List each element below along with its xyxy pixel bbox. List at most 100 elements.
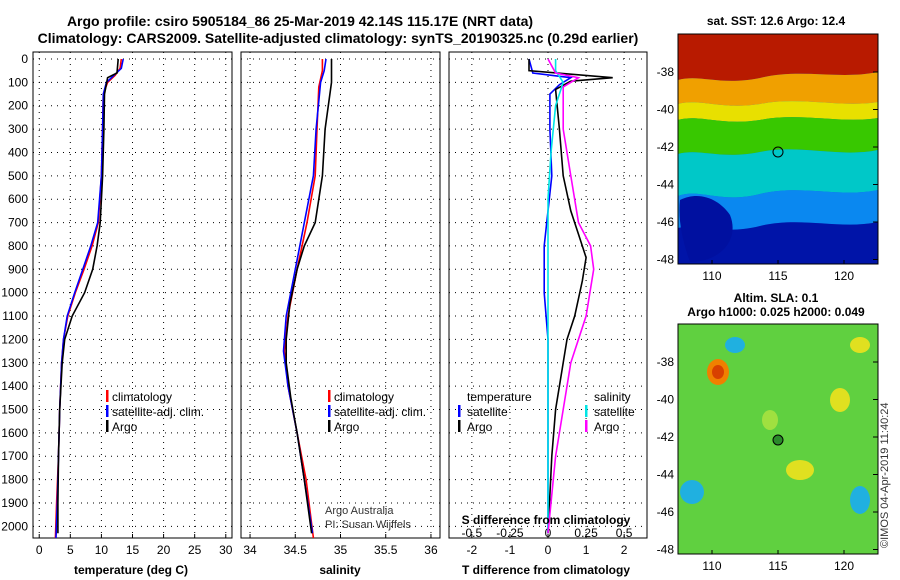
depth-tick-label: 1700: [1, 449, 28, 463]
figure-subtitle: Climatology: CARS2009. Satellite-adjuste…: [38, 30, 639, 46]
map-sst-float-marker: [772, 146, 784, 158]
x-tick-label: 34: [243, 543, 257, 557]
legend-temperature: climatology satellite-adj. clim. Argo: [106, 390, 204, 434]
depth-tick-label: 1900: [1, 496, 28, 510]
xlabel-t-difference: T difference from climatology: [462, 563, 630, 577]
figure-title: Argo profile: csiro 5905184_86 25-Mar-20…: [67, 13, 533, 29]
legend-label-satellite: satellite-adj. clim.: [112, 405, 204, 419]
depth-tick-label: 600: [8, 192, 28, 206]
legend-title-salinity: salinity: [594, 390, 631, 404]
map-sla-anomaly: [762, 410, 778, 430]
x-tick-label: 35.5: [374, 543, 398, 557]
series-line-temperature-argo: [528, 59, 613, 534]
x-axes: 0 5 10 15 20 25 30 34 34.5 35 35.5 36 -2 -1 0 1 2 -0.5 -0.…: [36, 526, 633, 557]
legend-swatch-s-satellite: [585, 405, 588, 417]
s-tick-label: 0.25: [574, 526, 598, 540]
map-sla-ytick-label: -46: [657, 505, 675, 519]
series-line-climatology: [54, 58, 123, 538]
s-tick-label: 0.5: [616, 526, 633, 540]
legend-label-satellite: satellite-adj. clim.: [334, 405, 426, 419]
x-tick-label: 15: [126, 543, 140, 557]
copyright-stamp: ©IMOS 04-Apr-2019 11:40:24: [879, 403, 891, 548]
x-tick-label: 0: [545, 543, 552, 557]
x-tick-label: 36: [424, 543, 438, 557]
credit-line-2: PI: Susan Wijffels: [325, 519, 411, 531]
map-sst-ytick-label: -44: [657, 178, 675, 192]
map-sst-xtick-label: 115: [768, 269, 787, 283]
map-sla: [677, 323, 879, 555]
legend-swatch-climatology: [106, 390, 109, 402]
depth-tick-label: 400: [8, 145, 28, 159]
series-line-salinity-argo: [547, 58, 595, 534]
legend-swatch-climatology: [328, 390, 331, 402]
map-sst-orange-band: [678, 72, 878, 106]
map-sla-ytick-label: -40: [657, 393, 675, 407]
map-sst-ytick-label: -46: [657, 215, 675, 229]
map-sla-title: Altim. SLA: 0.1: [734, 291, 819, 305]
map-sla-xtick-label: 115: [768, 559, 787, 573]
series-line-temperature-satellite: [528, 58, 574, 534]
legend-differences: temperature satellite Argo salinity sate…: [458, 390, 635, 434]
legend-swatch-s-argo: [585, 420, 588, 432]
x-tick-label: 5: [67, 543, 74, 557]
series-line-salinity-satellite: [547, 59, 565, 534]
xlabel-temperature: temperature (deg C): [74, 563, 188, 577]
series-line-satellite-adj-clim-: [282, 58, 327, 534]
xlabel-s-difference: S difference from climatology: [462, 513, 631, 527]
x-tick-label: 34.5: [284, 543, 308, 557]
x-tick-label: -2: [467, 543, 478, 557]
legend-title-temperature: temperature: [467, 390, 532, 404]
depth-tick-label: 300: [8, 122, 28, 136]
map-sst-ytick-label: -48: [657, 253, 675, 267]
map-sla-low-anomaly: [725, 337, 745, 353]
depth-tick-label: 1300: [1, 356, 28, 370]
s-tick-label: -0.5: [462, 526, 483, 540]
legend-swatch-t-argo: [458, 420, 461, 432]
map-sla-low-anomaly: [680, 480, 704, 504]
depth-tick-label: 0: [21, 52, 28, 66]
map-sst-title: sat. SST: 12.6 Argo: 12.4: [707, 14, 846, 28]
map-sst-cold-eddy: [679, 195, 733, 262]
depth-axis: 0 100 200 300 400 500 600 700 800 900 1000 1100 1200…: [1, 52, 28, 533]
x-tick-label: 30: [219, 543, 233, 557]
legend-swatch-t-satellite: [458, 405, 461, 417]
map-sla-float-marker: [772, 434, 784, 446]
x-tick-label: 1: [583, 543, 590, 557]
x-tick-label: 35: [334, 543, 348, 557]
legend-label-t-argo: Argo: [467, 420, 493, 434]
map-sla-xtick-label: 120: [834, 559, 854, 573]
map-sst-xtick-label: 120: [834, 269, 854, 283]
xlabel-salinity: salinity: [319, 563, 361, 577]
map-sla-xtick-label: 110: [702, 559, 721, 573]
x-tick-label: 10: [95, 543, 109, 557]
map-sla-low-anomaly: [850, 486, 870, 514]
map-sla-high-anomaly: [830, 388, 850, 412]
map-sst-cyan-band: [678, 149, 878, 198]
depth-tick-label: 1600: [1, 426, 28, 440]
depth-tick-label: 2000: [1, 519, 28, 533]
series-line-satellite-adj-clim-: [55, 58, 124, 538]
map-sla-ytick-label: -42: [657, 430, 675, 444]
map-sla-high-anomaly: [786, 460, 814, 480]
depth-tick-label: 1800: [1, 473, 28, 487]
depth-tick-label: 1000: [1, 286, 28, 300]
legend-label-s-argo: Argo: [594, 420, 620, 434]
map-axes: -38 -40 -42 -44 -46 -48 110 115 120 -38 -40 -42 -44 -…: [657, 65, 878, 573]
depth-tick-label: 800: [8, 239, 28, 253]
legend-label-climatology: climatology: [334, 390, 394, 404]
x-tick-label: 20: [157, 543, 171, 557]
legend-swatch-argo: [106, 420, 109, 432]
map-sst-yellow-band: [678, 101, 878, 122]
legend-label-t-satellite: satellite: [467, 405, 508, 419]
map-sst: [677, 33, 879, 265]
depth-tick-label: 1400: [1, 379, 28, 393]
series-line-argo: [57, 58, 119, 534]
legend-swatch-argo: [328, 420, 331, 432]
depth-tick-label: 700: [8, 216, 28, 230]
map-sst-ytick-label: -40: [657, 103, 675, 117]
credit-line-1: Argo Australia: [325, 505, 394, 517]
legend-label-climatology: climatology: [112, 390, 172, 404]
legend-salinity: climatology satellite-adj. clim. Argo: [328, 390, 426, 434]
map-sst-xtick-label: 110: [702, 269, 721, 283]
